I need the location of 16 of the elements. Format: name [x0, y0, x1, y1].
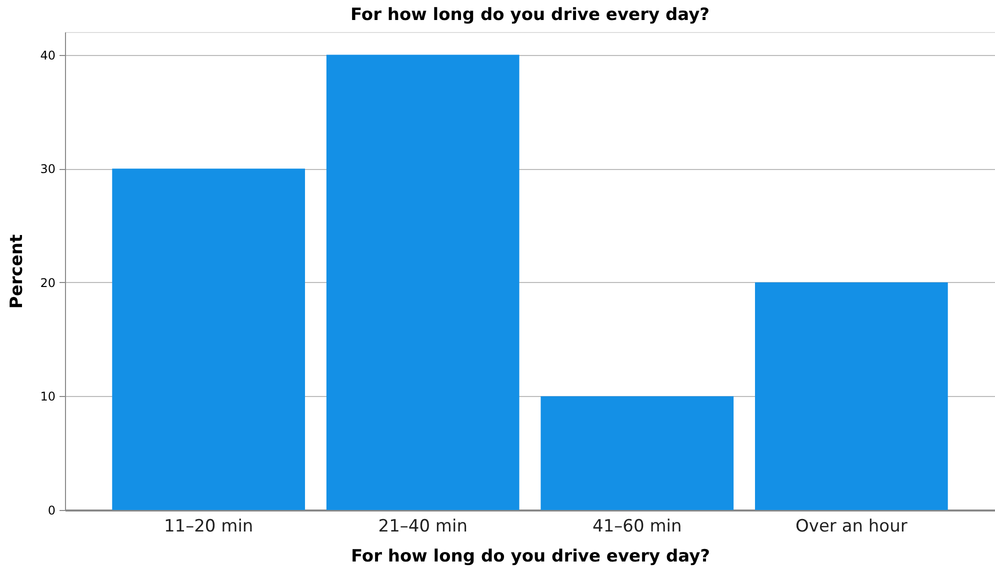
- x-tick-label: Over an hour: [796, 516, 908, 536]
- bar: [540, 396, 734, 510]
- bar: [112, 168, 305, 510]
- x-tick-label: 11–20 min: [164, 516, 254, 536]
- bar: [326, 54, 520, 510]
- y-tick-label: 40: [40, 48, 56, 62]
- x-tick-label: 21–40 min: [378, 516, 468, 536]
- y-tick-label: 10: [40, 390, 56, 404]
- y-axis-title: Percent: [7, 234, 28, 309]
- y-tick-label: 20: [40, 276, 56, 290]
- x-tick-label: 41–60 min: [592, 516, 682, 536]
- bar: [755, 282, 948, 510]
- y-tick-label: 30: [40, 162, 56, 176]
- y-tick-label: 0: [48, 504, 56, 518]
- chart-title: For how long do you drive every day?: [350, 5, 710, 25]
- x-axis-title: For how long do you drive every day?: [350, 546, 710, 566]
